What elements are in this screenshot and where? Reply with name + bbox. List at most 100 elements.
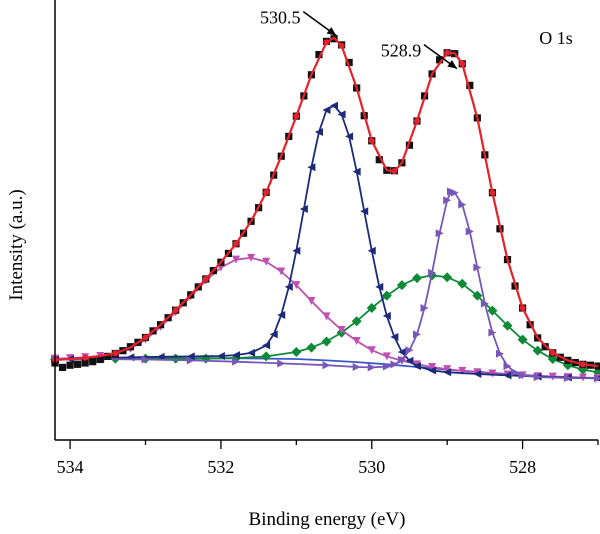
data-point: [338, 42, 345, 49]
data-point: [405, 356, 414, 365]
plot-area: [50, 35, 600, 383]
data-point: [367, 246, 376, 255]
data-point: [563, 373, 572, 382]
data-point: [247, 348, 256, 357]
x-axis-title: Binding energy (eV): [249, 509, 406, 530]
data-point: [382, 362, 391, 371]
data-point: [337, 110, 346, 119]
data-point: [488, 328, 497, 337]
data-point: [382, 352, 391, 361]
data-point: [413, 330, 421, 339]
x-tick-label: 528: [509, 457, 536, 477]
data-point: [315, 50, 323, 59]
data-point: [375, 156, 383, 164]
data-point: [337, 326, 346, 334]
data-point: [112, 350, 119, 357]
data-point: [352, 167, 361, 176]
data-point: [306, 342, 317, 353]
data-point: [322, 361, 331, 370]
data-point: [291, 347, 302, 357]
data-point: [511, 368, 520, 377]
data-point: [579, 361, 586, 368]
data-point: [391, 168, 398, 175]
annotations: O 1s 530.5 528.9: [260, 8, 573, 70]
data-point: [547, 354, 558, 365]
series-peak-528-9: [51, 187, 600, 383]
data-point: [594, 374, 600, 383]
data-point: [480, 299, 489, 308]
data-point: [458, 200, 467, 209]
data-point: [263, 189, 270, 196]
data-point: [397, 348, 406, 356]
data-point: [247, 253, 256, 262]
data-point: [262, 341, 271, 350]
data-point: [450, 188, 459, 197]
y-axis-title: Intensity (a.u.): [6, 189, 27, 300]
x-tick-label: 534: [57, 457, 84, 477]
data-point: [233, 240, 239, 247]
data-point: [232, 255, 240, 264]
data-point: [549, 349, 556, 356]
data-point: [82, 354, 89, 361]
data-point: [466, 81, 474, 89]
data-point: [216, 351, 225, 360]
data-point: [352, 362, 361, 371]
data-point: [330, 101, 339, 110]
data-point: [435, 229, 444, 238]
series-line: [54, 36, 599, 368]
data-point: [457, 278, 468, 289]
data-point: [66, 361, 74, 369]
data-point: [81, 359, 89, 367]
data-point: [345, 58, 353, 67]
data-point: [443, 368, 452, 377]
data-point: [96, 355, 104, 364]
data-point: [473, 370, 482, 378]
data-point: [352, 337, 361, 345]
x-tick-label: 532: [207, 457, 234, 477]
data-point: [405, 141, 414, 149]
data-point: [533, 373, 542, 382]
data-point: [170, 353, 181, 364]
data-point: [58, 363, 67, 371]
data-point: [360, 207, 369, 216]
data-point: [277, 311, 286, 320]
data-point: [428, 362, 437, 371]
data-point: [532, 345, 543, 356]
data-point: [299, 205, 308, 213]
arrow-head-icon: [326, 27, 337, 36]
arrow-head-icon: [447, 60, 457, 69]
data-point: [322, 106, 331, 114]
data-point: [405, 346, 414, 355]
data-point: [89, 358, 97, 366]
data-point: [323, 39, 330, 46]
data-point: [284, 282, 293, 291]
data-point: [428, 268, 437, 277]
data-point: [293, 113, 300, 120]
data-point: [488, 369, 497, 378]
peak-annotation: 530.5: [260, 8, 301, 28]
data-point: [519, 305, 526, 311]
data-point: [443, 196, 452, 205]
data-point: [396, 280, 407, 291]
series-raw: [51, 35, 600, 371]
data-point: [172, 307, 179, 314]
data-point: [503, 362, 512, 371]
data-point: [292, 281, 301, 290]
data-point: [141, 355, 150, 364]
data-point: [345, 132, 354, 141]
data-point: [495, 349, 504, 358]
data-point: [503, 371, 512, 380]
data-point: [262, 257, 271, 266]
data-point: [459, 60, 466, 67]
data-point: [397, 355, 406, 364]
data-point: [420, 304, 429, 312]
data-point: [382, 311, 391, 320]
data-point: [351, 316, 362, 327]
data-point: [502, 320, 513, 331]
data-point: [390, 333, 399, 342]
data-point: [367, 363, 376, 372]
data-point: [487, 305, 498, 316]
data-point: [368, 137, 375, 144]
data-point: [428, 366, 437, 375]
